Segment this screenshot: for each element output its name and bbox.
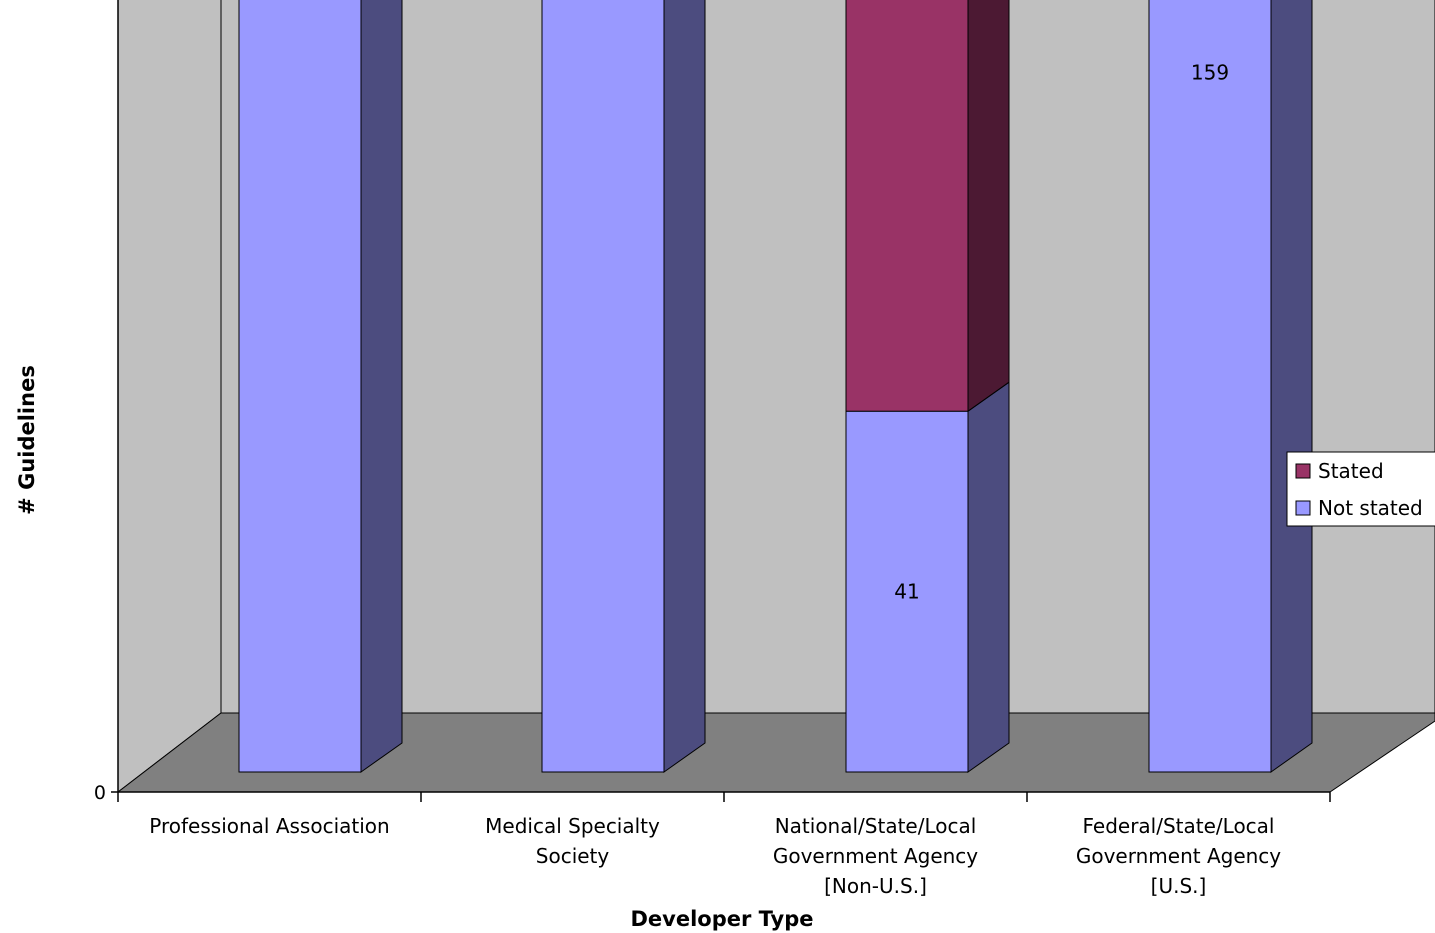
bar-side [967,0,1010,413]
x-axis: Professional Association Medical Specialt… [117,791,1331,898]
bar-side [1270,0,1313,773]
back-wall [220,0,1435,714]
legend-swatch [1295,463,1311,479]
bar-segment [541,0,665,773]
bar-segment [238,0,362,773]
bar-side [663,0,706,773]
plot-walls [116,0,1435,794]
x-category-label: [U.S.] [1151,874,1207,898]
x-category-label: Government Agency [1076,844,1281,868]
x-category-label: Society [536,844,610,868]
bars: 2351325043354126015948 [238,0,1313,773]
x-category-label: Medical Specialty [485,814,660,838]
bar-segment [1148,0,1272,773]
y-axis: 0100200300400500600700800900 [94,0,119,804]
x-category-label: Government Agency [773,844,978,868]
legend: Stated Not stated [1286,451,1435,527]
x-category-label: National/State/Local [775,814,977,838]
x-category-label: Federal/State/Local [1082,814,1274,838]
data-label: 159 [1191,60,1229,84]
side-wall [117,0,222,794]
bar-segment [845,0,969,412]
x-category-label: Professional Association [149,814,389,838]
bar-segment [845,410,969,773]
legend-swatch [1295,500,1311,516]
legend-entry: Stated [1318,459,1384,483]
y-axis-title: # Guidelines [15,365,39,515]
y-tick-label: 0 [94,782,106,804]
legend-entry: Not stated [1318,496,1423,520]
data-label: 41 [894,580,919,604]
x-category-label: [Non-U.S.] [824,874,927,898]
bar-side [967,381,1010,773]
legend-box [1286,451,1435,527]
x-axis-title: Developer Type [631,907,814,931]
bar-side [360,0,403,773]
